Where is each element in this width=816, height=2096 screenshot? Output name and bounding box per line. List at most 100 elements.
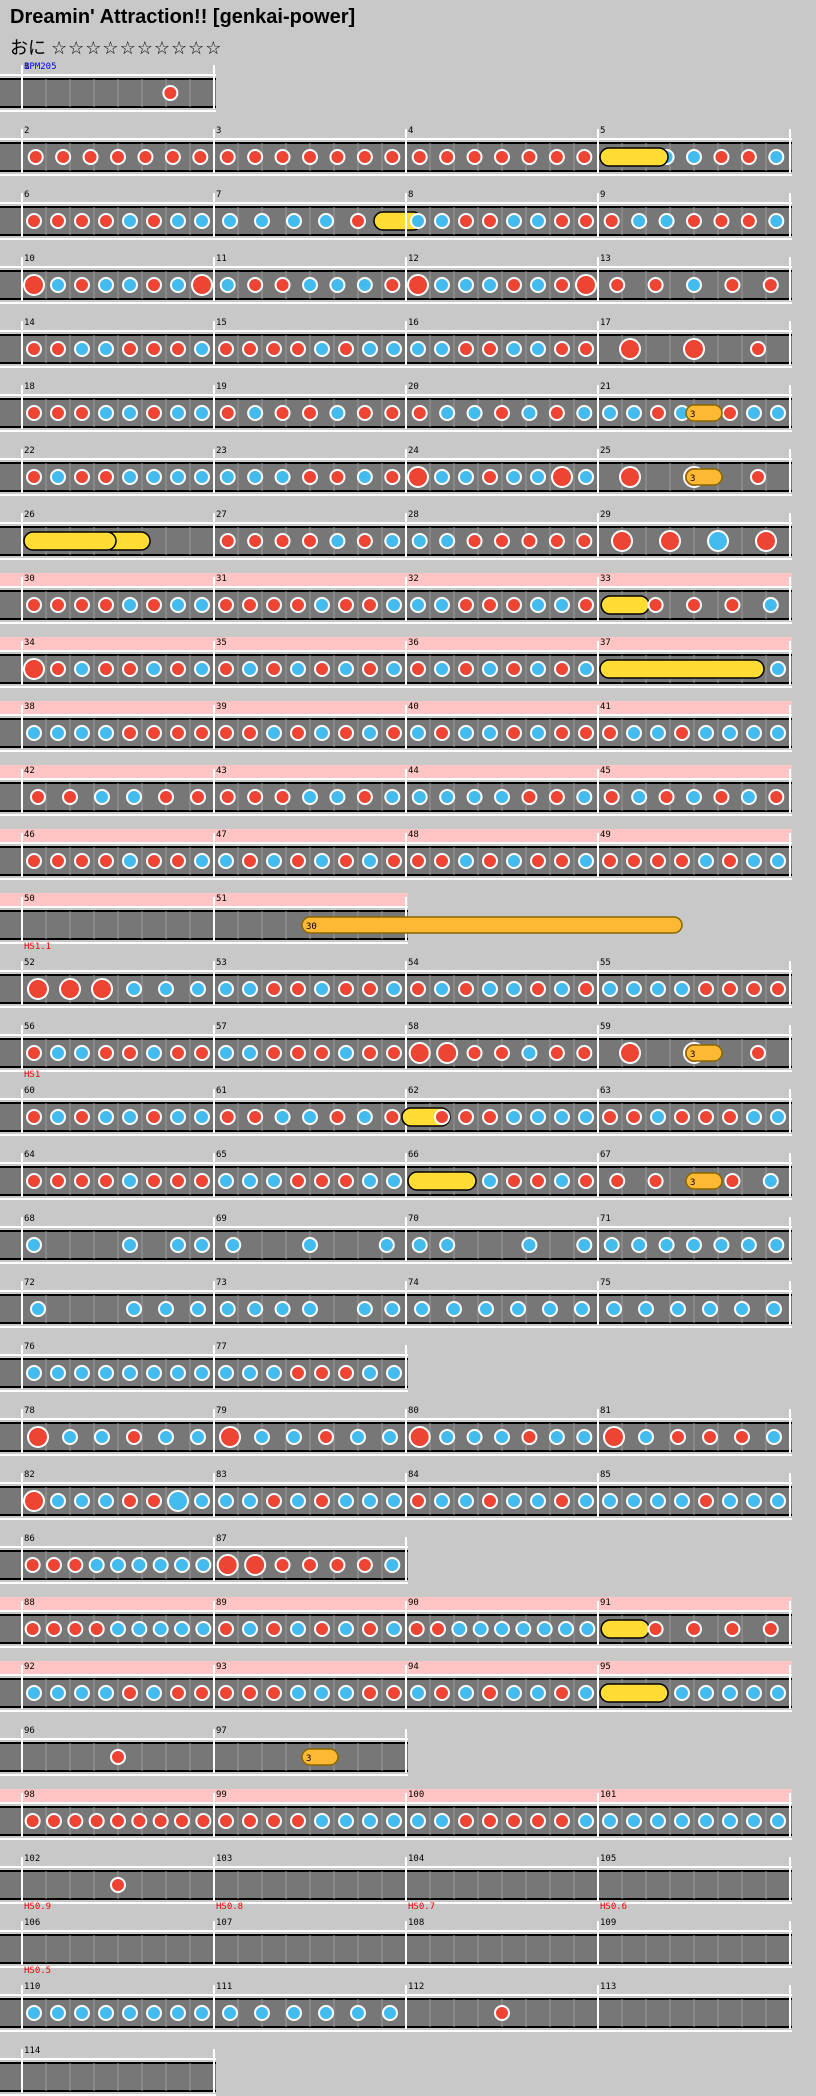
ka-note bbox=[30, 1301, 46, 1317]
drumroll-note bbox=[599, 1683, 669, 1703]
measure-number: 73 bbox=[216, 1278, 227, 1288]
ka-note bbox=[152, 1621, 169, 1637]
ka-note bbox=[50, 1045, 66, 1061]
don-note bbox=[162, 85, 179, 101]
don-note bbox=[290, 725, 306, 741]
measure-number: 62 bbox=[408, 1086, 419, 1096]
ka-note bbox=[74, 341, 90, 357]
ka-note bbox=[762, 597, 779, 613]
don-note bbox=[548, 789, 565, 805]
measure-number: 17 bbox=[600, 318, 611, 328]
ka-note bbox=[50, 1493, 66, 1509]
ka-note bbox=[386, 981, 402, 997]
ka-note bbox=[74, 1685, 90, 1701]
measure-number: 6 bbox=[24, 190, 29, 200]
don-note bbox=[410, 1493, 426, 1509]
don-note bbox=[686, 213, 702, 229]
don-note bbox=[698, 981, 714, 997]
ka-note bbox=[362, 1173, 378, 1189]
don-note bbox=[506, 1813, 522, 1829]
measure-number: 48 bbox=[408, 830, 419, 840]
ka-note bbox=[329, 405, 346, 421]
ka-note bbox=[98, 2005, 114, 2021]
don-note bbox=[386, 853, 402, 869]
ka-note bbox=[194, 405, 210, 421]
difficulty-stars: ☆☆☆☆☆☆☆☆☆☆ bbox=[51, 38, 223, 58]
balloon-count: 3 bbox=[690, 1050, 695, 1060]
measure-number: 70 bbox=[408, 1214, 419, 1224]
measure-number: 111 bbox=[216, 1982, 232, 1992]
ka-note bbox=[146, 469, 162, 485]
don-note bbox=[62, 789, 78, 805]
don-note bbox=[722, 981, 738, 997]
ka-note bbox=[722, 1493, 738, 1509]
measure-number: 99 bbox=[216, 1790, 227, 1800]
don-note bbox=[266, 1621, 282, 1637]
ka-note bbox=[602, 981, 618, 997]
ka-note bbox=[466, 1429, 483, 1445]
don-note bbox=[274, 277, 291, 293]
ka-note bbox=[458, 469, 474, 485]
measure-number: 44 bbox=[408, 766, 419, 776]
measure-number: 53 bbox=[216, 958, 227, 968]
don-note bbox=[244, 1554, 267, 1576]
measure-number: 7 bbox=[216, 190, 221, 200]
gogo-band bbox=[0, 1789, 792, 1803]
ka-note bbox=[434, 1813, 450, 1829]
ka-note bbox=[74, 725, 90, 741]
don-note bbox=[50, 597, 66, 613]
measure-number: 50 bbox=[24, 894, 35, 904]
don-note bbox=[762, 277, 779, 293]
ka-note bbox=[411, 533, 428, 549]
ka-note bbox=[314, 341, 330, 357]
ka-note bbox=[195, 1557, 212, 1573]
ka-note bbox=[50, 1365, 66, 1381]
don-note bbox=[647, 1173, 664, 1189]
ka-note bbox=[274, 469, 291, 485]
don-note bbox=[750, 341, 766, 357]
ka-note bbox=[98, 1365, 114, 1381]
don-note bbox=[247, 533, 264, 549]
ka-note bbox=[434, 661, 450, 677]
don-note bbox=[318, 1429, 334, 1445]
don-note bbox=[482, 1685, 498, 1701]
ka-note bbox=[242, 1621, 258, 1637]
ka-note bbox=[302, 277, 318, 293]
don-note bbox=[266, 597, 282, 613]
ka-note bbox=[411, 789, 428, 805]
ka-note bbox=[329, 277, 346, 293]
don-note bbox=[362, 597, 378, 613]
ka-note bbox=[554, 1109, 570, 1125]
don-note bbox=[88, 1621, 105, 1637]
ka-note bbox=[698, 725, 714, 741]
don-note bbox=[329, 149, 346, 165]
don-note bbox=[122, 1685, 138, 1701]
don-note bbox=[170, 661, 186, 677]
balloon-count: 3 bbox=[690, 1178, 695, 1188]
don-note bbox=[384, 149, 401, 165]
don-note bbox=[338, 1365, 354, 1381]
ka-note bbox=[674, 1813, 690, 1829]
don-note bbox=[74, 213, 90, 229]
ka-note bbox=[242, 1493, 258, 1509]
ka-note bbox=[506, 853, 522, 869]
don-note bbox=[122, 341, 138, 357]
don-note bbox=[724, 597, 741, 613]
measure-number: 110 bbox=[24, 1982, 40, 1992]
ka-note bbox=[74, 2005, 90, 2021]
measure-number: 32 bbox=[408, 574, 419, 584]
ka-note bbox=[50, 277, 66, 293]
don-note bbox=[698, 1109, 714, 1125]
don-note bbox=[170, 1173, 186, 1189]
ka-note bbox=[578, 1493, 594, 1509]
ka-note bbox=[606, 1301, 622, 1317]
don-note bbox=[67, 1813, 84, 1829]
don-note bbox=[554, 1493, 570, 1509]
ka-note bbox=[472, 1621, 489, 1637]
ka-note bbox=[50, 1109, 66, 1125]
ka-note bbox=[26, 2005, 42, 2021]
ka-note bbox=[218, 1365, 234, 1381]
ka-note bbox=[218, 981, 234, 997]
measure-number: 113 bbox=[600, 1982, 616, 1992]
don-note bbox=[46, 1557, 62, 1573]
